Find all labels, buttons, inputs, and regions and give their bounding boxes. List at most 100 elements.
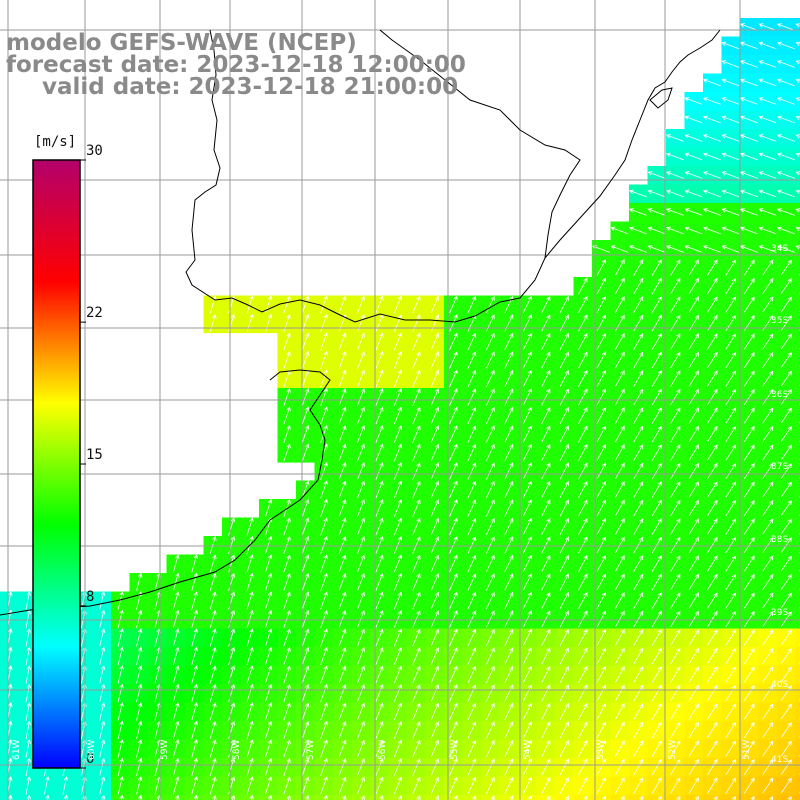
wind-arrow <box>614 277 625 295</box>
coastline <box>185 29 721 323</box>
wind-arrow <box>283 535 291 554</box>
wind-arrow <box>357 480 365 499</box>
wind-cell <box>647 499 667 519</box>
wind-arrow <box>100 794 106 800</box>
wind-arrow <box>578 462 588 480</box>
wind-arrow <box>99 702 106 721</box>
wind-cell <box>610 554 630 574</box>
wind-arrow <box>629 226 647 235</box>
wind-cell <box>629 462 649 482</box>
wind-arrow <box>357 628 365 647</box>
wind-arrow <box>541 684 551 702</box>
wind-cell <box>499 739 519 759</box>
wind-arrow <box>486 610 495 628</box>
longitude-label: 60W <box>87 739 97 760</box>
wind-arrow <box>559 370 569 387</box>
wind-arrow <box>522 702 532 720</box>
wind-arrow <box>780 759 792 775</box>
wind-arrow <box>430 758 440 776</box>
wind-cell <box>703 795 723 800</box>
wind-arrow <box>99 591 106 610</box>
wind-cell <box>795 18 800 38</box>
wind-arrow <box>780 777 792 794</box>
wind-arrow <box>338 647 347 665</box>
wind-cell <box>647 665 667 685</box>
wind-arrow <box>758 245 777 253</box>
wind-arrow <box>688 666 699 683</box>
wind-cell <box>536 425 556 445</box>
wind-arrow <box>467 610 477 628</box>
wind-arrow <box>486 702 495 721</box>
wind-arrow <box>522 406 532 424</box>
wind-arrow <box>375 295 384 314</box>
wind-cell <box>518 332 538 352</box>
wind-cell <box>647 295 667 315</box>
wind-arrow <box>614 758 625 776</box>
wind-arrow <box>762 685 774 701</box>
wind-arrow <box>740 78 758 87</box>
wind-arrow <box>449 739 458 758</box>
wind-arrow <box>743 777 755 794</box>
wind-arrow <box>246 702 254 721</box>
wind-cell <box>703 277 723 297</box>
wind-arrow <box>44 776 50 795</box>
wind-arrow <box>780 555 792 572</box>
wind-cell <box>573 776 593 796</box>
wind-arrow <box>795 134 800 139</box>
wind-arrow <box>375 739 384 758</box>
wind-arrow <box>338 702 347 721</box>
wind-arrow <box>228 702 236 721</box>
wind-cell <box>518 721 538 741</box>
wind-cell <box>536 721 556 741</box>
wind-arrow <box>541 369 551 387</box>
wind-arrow <box>504 665 514 684</box>
wind-cell <box>592 258 612 278</box>
wind-arrow <box>265 702 273 721</box>
title-valid-date: valid date: 2023-12-18 21:00:00 <box>42 74 459 100</box>
wind-arrow <box>486 536 495 554</box>
wind-arrow <box>486 332 495 351</box>
wind-arrow <box>725 684 737 702</box>
wind-cell <box>518 517 538 537</box>
wind-arrow <box>725 536 737 554</box>
wind-arrow <box>375 462 384 480</box>
wind-arrow <box>449 591 458 610</box>
wind-arrow <box>486 314 495 332</box>
wind-cell <box>518 795 538 800</box>
wind-arrow <box>780 278 792 294</box>
wind-arrow <box>320 499 328 517</box>
wind-arrow <box>651 555 662 572</box>
wind-arrow <box>740 245 758 253</box>
wind-cell <box>518 702 538 722</box>
wind-arrow <box>670 666 681 683</box>
wind-arrow <box>467 351 477 369</box>
wind-cell <box>721 351 741 371</box>
wind-arrow <box>684 208 703 216</box>
wind-arrow <box>633 351 644 369</box>
wind-arrow <box>721 208 740 216</box>
wind-arrow <box>283 443 291 462</box>
wind-arrow <box>393 573 403 591</box>
wind-cell <box>555 517 575 537</box>
wind-cell <box>555 721 575 741</box>
wind-arrow <box>688 777 699 794</box>
wind-arrow <box>780 629 792 646</box>
wind-cell <box>592 647 612 667</box>
wind-arrow <box>412 739 421 758</box>
wind-arrow <box>651 592 662 609</box>
wind-arrow <box>596 499 606 517</box>
wind-arrow <box>578 573 588 591</box>
wind-cell <box>647 332 667 352</box>
wind-arrow <box>393 554 403 573</box>
wind-cell <box>536 684 556 704</box>
wind-arrow <box>522 721 532 739</box>
wind-arrow <box>559 721 569 739</box>
wind-cell <box>647 628 667 648</box>
wind-arrow <box>357 573 365 591</box>
wind-cell <box>684 702 704 722</box>
wind-arrow <box>209 554 217 573</box>
wind-cell <box>666 573 686 593</box>
wind-arrow <box>449 517 458 536</box>
wind-arrow <box>265 628 273 647</box>
wind-arrow <box>578 277 588 295</box>
